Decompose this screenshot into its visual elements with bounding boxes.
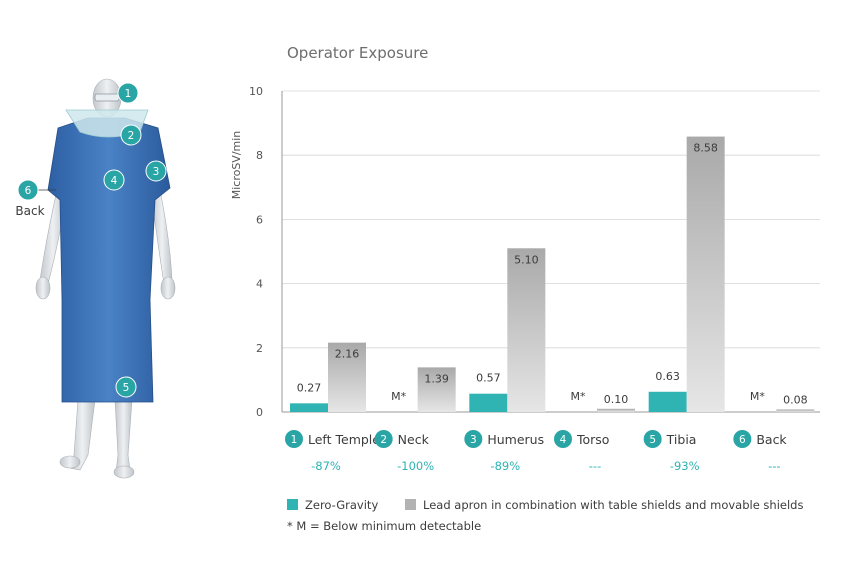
value-label: 1.39	[424, 372, 449, 385]
y-tick-label: 8	[256, 149, 263, 162]
value-labels: 0.27 2.16 M* 1.39 0.57 5.10 M* 0.10 0.63 8.58 M* 0.…	[297, 142, 808, 407]
bar-lead-apron	[597, 408, 635, 412]
y-tick-label: 6	[256, 213, 263, 226]
bar-lead-apron	[328, 342, 366, 412]
category-marker-number: 5	[649, 434, 656, 446]
category-marker	[733, 430, 752, 448]
legend-label-zero-gravity: Zero-Gravity	[305, 498, 378, 512]
category-label: Neck	[398, 432, 430, 447]
value-label: M*	[391, 390, 406, 403]
reduction-label: ---	[589, 459, 601, 473]
category-marker-number: 3	[470, 434, 477, 446]
reduction-label: -100%	[397, 459, 434, 473]
bar-zero-gravity	[469, 393, 508, 412]
value-label: 0.63	[655, 370, 680, 383]
value-label: 0.10	[604, 393, 629, 406]
bar-lead-apron	[417, 367, 456, 412]
value-label: 2.16	[335, 348, 360, 361]
legend-swatch-lead-apron	[405, 499, 416, 510]
svg-text:4: 4	[111, 175, 118, 187]
category-label: Back	[756, 432, 787, 447]
figure-marker-4: 4	[103, 169, 125, 191]
y-tick-label: 4	[256, 278, 263, 291]
category-labels: 1 Left Temple-87%2 Neck-100%3 Humerus-89%4 T…	[285, 430, 787, 473]
y-axis-label: MicroSV/min	[230, 131, 243, 200]
bar-zero-gravity	[290, 403, 328, 412]
figure-marker-1: 1	[117, 82, 139, 104]
footnote: * M = Below minimum detectable	[287, 519, 481, 533]
category-marker-number: 1	[291, 434, 298, 446]
svg-text:3: 3	[153, 166, 160, 178]
category-label: Tibia	[666, 432, 697, 447]
category-label: Humerus	[487, 432, 544, 447]
category-marker-number: 6	[739, 434, 746, 446]
bar-zero-gravity	[648, 391, 687, 412]
value-label: 5.10	[514, 253, 539, 266]
category-marker-number: 2	[380, 434, 387, 446]
reduction-label: ---	[768, 459, 780, 473]
y-tick-labels: 0 2 4 6 8 10	[249, 85, 263, 419]
back-label: Back	[15, 204, 44, 218]
bars	[290, 136, 815, 412]
figure-marker-2: 2	[120, 124, 142, 146]
svg-text:6: 6	[25, 185, 32, 197]
value-label: 0.08	[783, 393, 808, 406]
value-label: M*	[571, 390, 586, 403]
y-tick-label: 10	[249, 85, 263, 98]
chart-title: Operator Exposure	[287, 44, 428, 62]
category-marker	[285, 430, 303, 448]
reduction-label: -93%	[670, 459, 700, 473]
bar-lead-apron	[776, 409, 815, 412]
figure-marker-5: 5	[115, 376, 137, 398]
category-label: Left Temple	[308, 432, 380, 447]
value-label: 0.57	[476, 372, 501, 385]
operator-body	[35, 78, 176, 479]
operator-figure: 1 2 3 4 5 6 Back	[15, 78, 176, 479]
figure-marker-3: 3	[145, 160, 167, 182]
grid-lines	[281, 90, 820, 413]
value-label: M*	[750, 390, 765, 403]
bar-lead-apron	[507, 248, 546, 412]
y-tick-label: 0	[256, 406, 263, 419]
reduction-label: -89%	[490, 459, 520, 473]
value-label: 0.27	[297, 381, 322, 394]
figure-marker-6: 6	[17, 179, 56, 201]
category-marker	[554, 430, 572, 448]
bar-lead-apron	[686, 136, 725, 412]
category-marker	[643, 430, 662, 448]
category-label: Torso	[576, 432, 609, 447]
category-marker	[374, 430, 393, 448]
reduction-label: -87%	[311, 459, 341, 473]
category-marker-number: 4	[560, 434, 567, 446]
svg-text:5: 5	[123, 382, 130, 394]
y-tick-label: 2	[256, 342, 263, 355]
svg-text:2: 2	[128, 130, 135, 142]
value-label: 8.58	[693, 142, 718, 155]
category-marker	[464, 430, 483, 448]
legend-swatch-zero-gravity	[287, 499, 298, 510]
legend: Zero-Gravity Lead apron in combination w…	[287, 498, 803, 512]
legend-label-lead-apron: Lead apron in combination with table shi…	[423, 498, 803, 512]
svg-text:1: 1	[125, 88, 132, 100]
